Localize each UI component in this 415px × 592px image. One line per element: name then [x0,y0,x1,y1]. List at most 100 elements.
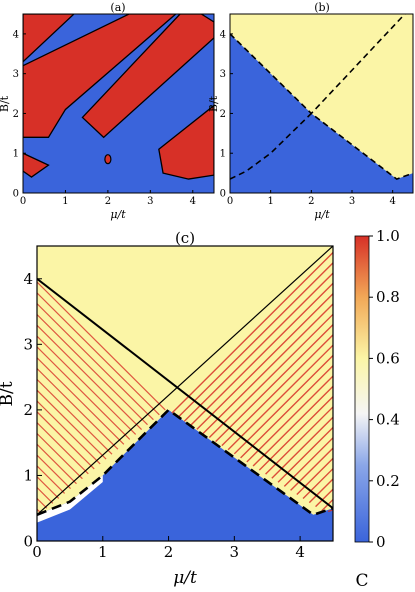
oscillation-stripe [240,365,333,459]
oscillation-stripe [315,488,333,508]
oscillation-stripe [37,335,137,435]
oscillation-stripe [37,400,101,465]
oscillation-stripe [37,292,160,416]
y-tick-label: 4 [220,29,226,40]
oscillation-stripe [327,509,333,513]
oscillation-stripe [202,303,333,434]
oscillation-stripe [37,422,89,475]
y-tick-label: 3 [220,69,226,80]
oscillation-stripe [37,314,148,426]
y-tick-label: 4 [23,270,33,288]
panel-c-label: (c) [175,229,195,247]
x-tick-label: 2 [164,543,174,561]
oscillation-stripe [296,457,333,495]
oscillation-stripe [171,252,333,414]
oscillation-stripe [37,443,77,485]
colorbar-tick-label: 1.0 [376,227,400,245]
oscillation-stripe [190,282,333,426]
oscillation-stripe [208,313,333,439]
oscillation-stripe [37,378,113,455]
oscillation-stripe [183,272,333,422]
y-tick-label: 2 [23,401,33,419]
oscillation-stripe [37,346,131,440]
boundary-fringe [37,475,103,523]
x-tick-label: 0 [227,196,233,207]
colorbar [354,235,370,543]
y-tick-label: 1 [23,467,33,485]
phase-region [158,104,214,180]
oscillation-stripe [37,465,66,494]
colorbar-tick-label: 0.6 [376,349,400,367]
phase-dot [104,154,112,165]
oscillation-stripe [302,468,333,500]
y-tick-label: 2 [220,109,226,120]
panel-b-frame [229,13,414,194]
panel-c-ylabel: B/t [0,381,17,406]
x-tick-label: 3 [349,196,355,207]
y-tick-label: 4 [13,29,19,40]
y-tick-label: 0 [13,189,19,200]
oscillation-stripe [308,478,333,504]
phase-boundary [37,277,333,510]
oscillation-stripe [252,385,333,467]
colorbar-tick-label: 0.2 [376,472,400,490]
oscillation-stripe [246,375,333,463]
x-tick-label: 2 [308,196,314,207]
oscillation-stripe [290,447,333,491]
y-tick-label: 3 [23,336,33,354]
x-tick-label: 1 [267,196,273,207]
phase-region [23,14,75,63]
colorbar-tick-label: 0.8 [376,288,400,306]
x-tick-label: 4 [190,196,196,207]
colorbar-tick-label: 0 [376,533,386,551]
oscillation-stripe [215,324,333,443]
x-tick-label: 4 [295,543,305,561]
panel-a: (a) 0 1 2 3 4 0 1 2 3 4 μ/t B/t [0,1,215,221]
x-tick-label: 3 [147,196,153,207]
panel-a-ylabel: B/t [0,95,11,112]
panel-b: (b) 0 1 2 3 4 0 1 2 3 4 μ/t B/t [207,1,414,221]
oscillation-stripe [258,396,333,471]
phase-region [23,152,50,178]
y-tick-label: 2 [13,109,19,120]
panel-c: (c) 0 1 2 3 4 0 1 2 3 4 μ/t B/t 0 0.2 0.4 0.6 0.8 1.0… [0,227,400,591]
panel-a-label: (a) [110,1,125,14]
x-tick-label: 1 [62,196,68,207]
oscillation-stripe [37,476,60,499]
phase-region [23,14,177,138]
phase-boundary [37,246,333,516]
oscillation-stripe [177,262,333,418]
phase-boundary-dashed [37,408,333,517]
oscillation-stripe [37,357,125,445]
oscillation-stripe [37,433,83,480]
colorbar-tick-label: 0.4 [376,411,400,429]
oscillation-stripe [37,303,154,421]
y-tick-label: 1 [220,149,226,160]
panel-c-xlabel: μ/t [173,568,197,588]
y-tick-label: 3 [13,69,19,80]
oscillation-stripe [37,487,54,504]
y-tick-label: 0 [23,532,33,550]
y-tick-label: 0 [220,189,226,200]
x-tick-label: 4 [389,196,395,207]
x-tick-label: 0 [32,543,42,561]
oscillation-stripe [265,406,333,475]
oscillation-stripe [283,437,333,487]
oscillation-stripe [37,389,107,460]
panel-a-frame [22,13,215,194]
phase-region [81,14,214,139]
panel-a-xlabel: μ/t [110,208,126,221]
phase-region [230,14,413,180]
oscillation-stripe [37,368,119,450]
oscillation-stripe [37,454,71,489]
x-tick-label: 0 [20,196,26,207]
panel-c-frame [36,245,334,542]
panel-b-ylabel: B/t [207,95,220,112]
oscillation-stripe [37,324,143,430]
x-tick-label: 1 [98,543,108,561]
oscillation-stripe [221,334,333,447]
oscillation-stripe [233,354,333,455]
y-tick-label: 1 [13,149,19,160]
colorbar-label: C [355,571,368,591]
